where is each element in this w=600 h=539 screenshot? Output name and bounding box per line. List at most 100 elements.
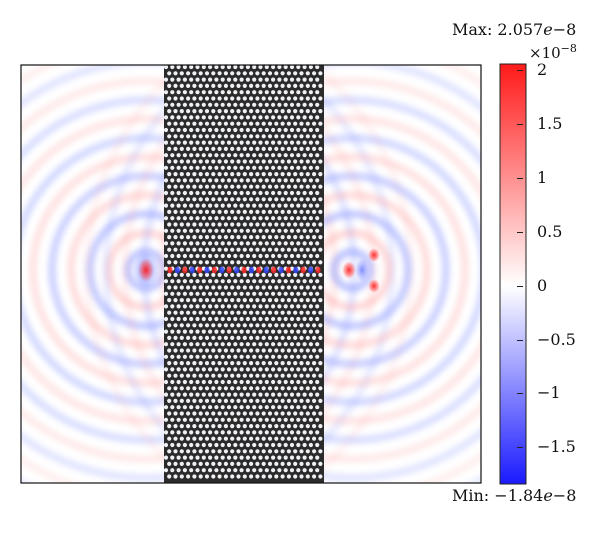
air-hole — [245, 354, 250, 359]
air-hole — [186, 373, 191, 378]
air-hole — [271, 455, 276, 460]
air-hole — [283, 468, 288, 473]
air-hole — [176, 178, 181, 183]
air-hole — [299, 159, 304, 164]
air-hole — [293, 436, 298, 441]
air-hole — [258, 405, 263, 410]
air-hole — [239, 90, 244, 95]
air-hole — [189, 115, 194, 120]
air-hole — [208, 468, 213, 473]
air-hole — [318, 323, 323, 328]
air-hole — [271, 228, 276, 233]
air-hole — [274, 121, 279, 126]
air-hole — [201, 455, 206, 460]
air-hole — [302, 102, 307, 107]
air-hole — [186, 109, 191, 114]
air-hole — [201, 279, 206, 284]
air-hole — [286, 335, 291, 340]
air-hole — [293, 474, 298, 479]
air-hole — [267, 109, 273, 114]
air-hole — [173, 285, 178, 290]
air-hole — [220, 216, 225, 221]
air-hole — [217, 323, 222, 328]
air-hole — [245, 77, 250, 82]
air-hole — [249, 436, 254, 441]
air-hole — [312, 209, 317, 214]
air-hole — [189, 379, 194, 385]
air-hole — [242, 373, 247, 378]
air-hole — [236, 197, 241, 202]
air-hole — [289, 392, 295, 397]
air-hole — [176, 442, 181, 448]
air-hole — [176, 468, 181, 473]
air-hole — [271, 127, 276, 133]
air-hole — [305, 184, 310, 189]
guided-mode-spot — [226, 266, 232, 274]
air-hole — [186, 235, 191, 240]
air-hole — [195, 115, 200, 120]
air-hole — [280, 272, 285, 277]
air-hole — [261, 348, 266, 353]
air-hole — [249, 298, 254, 303]
air-hole — [293, 386, 298, 391]
air-hole — [271, 379, 276, 385]
air-hole — [179, 436, 184, 441]
air-hole — [289, 153, 295, 158]
air-hole — [192, 96, 197, 101]
air-hole — [283, 342, 288, 347]
air-hole — [201, 178, 206, 183]
air-hole — [233, 127, 238, 133]
air-hole — [242, 197, 247, 202]
air-hole — [258, 379, 263, 385]
air-hole — [296, 379, 301, 385]
air-hole — [236, 247, 241, 252]
air-hole — [233, 417, 238, 422]
air-hole — [308, 354, 313, 359]
air-hole — [267, 285, 273, 290]
air-hole — [211, 247, 216, 252]
air-hole — [261, 121, 266, 126]
air-hole — [274, 209, 279, 214]
air-hole — [289, 253, 295, 259]
air-hole — [223, 134, 228, 139]
air-hole — [223, 361, 228, 366]
air-hole — [170, 379, 175, 385]
air-hole — [252, 392, 257, 397]
air-hole — [261, 159, 266, 164]
air-hole — [236, 298, 241, 303]
air-hole — [255, 449, 260, 454]
air-hole — [252, 90, 257, 95]
air-hole — [252, 165, 257, 170]
air-hole — [217, 449, 222, 454]
air-hole — [252, 153, 257, 158]
air-hole — [170, 279, 175, 284]
air-hole — [163, 442, 169, 448]
air-hole — [308, 379, 313, 385]
air-hole — [179, 159, 184, 164]
air-hole — [239, 329, 244, 334]
air-hole — [312, 449, 317, 454]
air-hole — [258, 367, 263, 372]
air-hole — [277, 153, 282, 158]
guided-mode-spot — [197, 266, 203, 274]
air-hole — [204, 461, 210, 466]
air-hole — [173, 71, 178, 76]
air-hole — [226, 241, 232, 246]
air-hole — [264, 216, 269, 221]
air-hole — [230, 235, 235, 240]
air-hole — [245, 65, 250, 70]
air-hole — [312, 424, 317, 429]
air-hole — [226, 65, 232, 70]
air-hole — [170, 115, 175, 120]
air-hole — [198, 83, 203, 88]
air-hole — [308, 203, 313, 208]
air-hole — [170, 127, 175, 133]
air-hole — [204, 424, 210, 429]
air-hole — [242, 222, 247, 227]
air-hole — [261, 411, 266, 416]
air-hole — [302, 203, 307, 208]
air-hole — [230, 411, 235, 416]
air-hole — [204, 272, 210, 277]
air-hole — [289, 354, 295, 359]
air-hole — [176, 65, 181, 70]
